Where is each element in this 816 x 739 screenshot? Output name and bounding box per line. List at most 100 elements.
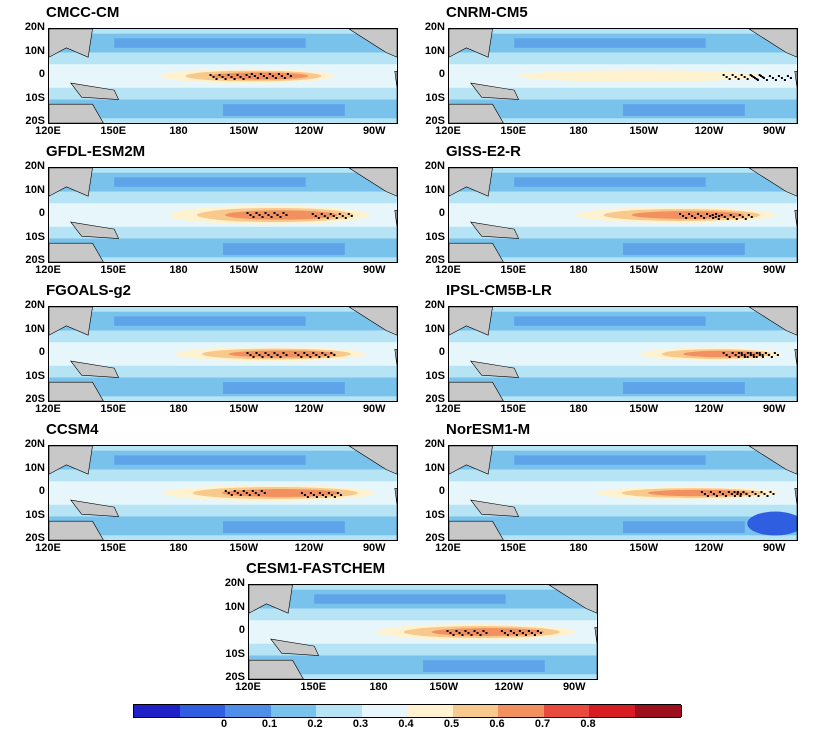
colorbar-swatch — [316, 705, 363, 717]
significance-dot — [762, 77, 765, 79]
significance-dot — [318, 356, 321, 358]
significance-dot — [744, 218, 747, 220]
x-tick-label: 150E — [300, 681, 327, 693]
significance-dot — [347, 213, 350, 215]
significance-dot — [233, 78, 236, 80]
map-plot — [48, 167, 398, 263]
land-central-america — [748, 446, 797, 475]
colorbar-swatch — [589, 705, 636, 717]
x-tick-label: 150W — [229, 125, 259, 137]
x-tick-label: 150W — [229, 403, 259, 415]
map-svg — [249, 585, 597, 679]
north-core — [314, 594, 506, 604]
panel-title: NorESM1-M — [446, 421, 531, 438]
significance-dot — [321, 494, 324, 496]
map-svg — [449, 168, 797, 262]
x-tick-label: 120W — [294, 542, 324, 554]
land-new-guinea — [70, 82, 120, 100]
x-tick-label: 150E — [100, 125, 127, 137]
land-asia — [49, 168, 93, 197]
land-new-guinea — [470, 360, 520, 378]
significance-dot — [755, 352, 758, 354]
significance-dot — [254, 492, 257, 494]
significance-dot — [309, 356, 312, 358]
x-tick-label: 150E — [100, 542, 127, 554]
significance-dot — [324, 496, 327, 498]
significance-dot — [315, 496, 318, 498]
significance-dot — [754, 493, 757, 495]
significance-dot — [245, 492, 248, 494]
significance-dot — [743, 356, 746, 358]
significance-dot — [452, 634, 455, 636]
x-tick-label: 90W — [362, 125, 386, 137]
y-tick-label: 0 — [438, 485, 445, 497]
significance-dot — [242, 78, 245, 80]
significance-dot — [682, 215, 685, 217]
significance-dot — [732, 216, 735, 218]
significance-dot — [268, 73, 271, 75]
x-tick-label: 150E — [500, 125, 527, 137]
significance-dot — [740, 74, 743, 76]
significance-dot — [720, 214, 723, 216]
y-tick-label: 10S — [425, 508, 445, 521]
map-plot — [48, 306, 398, 402]
significance-dot — [311, 213, 314, 215]
x-tick-label: 90W — [362, 403, 386, 415]
north-core — [514, 177, 706, 187]
significance-dot — [755, 356, 758, 358]
land-asia — [49, 29, 93, 58]
significance-dot — [724, 495, 727, 497]
x-tick-label: 90W — [762, 403, 786, 415]
y-tick-label: 20S — [25, 115, 45, 127]
significance-dot — [752, 76, 755, 78]
significance-dot — [722, 74, 725, 76]
panel-title: CMCC-CM — [46, 4, 120, 21]
colorbar-label: 0.5 — [443, 718, 460, 730]
y-tick-label: 10S — [425, 230, 445, 243]
land-asia — [49, 446, 93, 475]
significance-dot — [521, 632, 524, 634]
significance-dot — [694, 217, 697, 219]
map-svg — [449, 446, 797, 540]
significance-dot — [765, 79, 768, 81]
significance-dot — [303, 352, 306, 354]
significance-dot — [515, 634, 518, 636]
significance-dot — [697, 213, 700, 215]
significance-dot — [455, 630, 458, 632]
significance-dot — [273, 352, 276, 354]
map-svg — [49, 29, 397, 123]
x-tick-label: 90W — [362, 264, 386, 276]
significance-dot — [446, 630, 449, 632]
north-core — [514, 316, 706, 326]
significance-dot — [723, 216, 726, 218]
map-plot — [448, 306, 798, 402]
colorbar-swatch — [634, 705, 682, 717]
significance-dot — [280, 75, 283, 77]
y-tick-label: 20S — [25, 532, 45, 544]
map-svg — [49, 307, 397, 401]
significance-dot — [230, 76, 233, 78]
x-tick-label: 90W — [562, 681, 586, 693]
significance-dot — [306, 496, 309, 498]
y-tick-label: 20N — [24, 160, 45, 172]
y-tick-label: 0 — [238, 624, 245, 636]
significance-dot — [703, 217, 706, 219]
north-core — [114, 177, 306, 187]
y-tick-label: 20N — [424, 21, 445, 33]
colorbar-label: 0.1 — [261, 718, 278, 730]
panel-title: GISS-E2-R — [446, 143, 522, 160]
colorbar-label: 0.7 — [534, 718, 551, 730]
significance-dot — [258, 214, 261, 216]
significance-dot — [771, 77, 774, 79]
significance-dot — [248, 76, 251, 78]
land-australia — [249, 659, 304, 679]
significance-dot — [282, 212, 285, 214]
significance-dot — [735, 218, 738, 220]
land-asia — [249, 585, 293, 614]
x-tick-label: 150E — [500, 264, 527, 276]
x-tick-label: 120W — [294, 125, 324, 137]
north-core — [114, 38, 306, 48]
map-svg — [449, 29, 797, 123]
colorbar — [133, 704, 682, 718]
significance-dot — [772, 493, 775, 495]
